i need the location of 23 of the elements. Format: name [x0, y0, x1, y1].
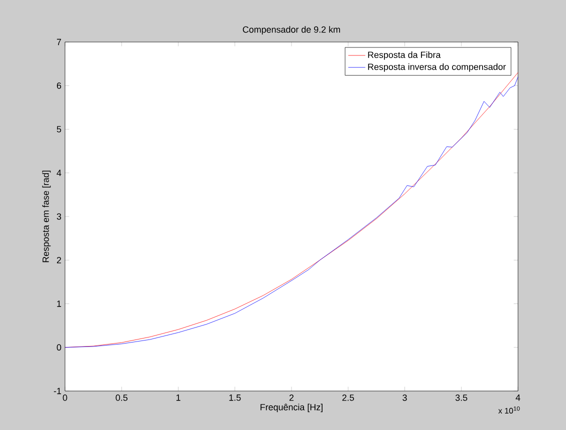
x-tick-label: 0 [62, 394, 68, 401]
y-tick-label: 3 [56, 213, 62, 220]
x-tick-label: 1.5 [229, 394, 241, 401]
legend-label: Resposta inversa do compensador [368, 63, 506, 72]
x-tick-label: 4 [516, 394, 520, 401]
x-tick-label: 2 [289, 394, 294, 401]
x-tick-label: 3 [402, 394, 407, 401]
x-tick-label: 2.5 [342, 394, 354, 401]
y-tick-label: 4 [56, 170, 62, 176]
legend-label: Resposta da Fibra [368, 51, 441, 60]
y-tick-label: 0 [56, 344, 62, 351]
x-tick-label: 1 [176, 394, 180, 401]
y-tick-label: 5 [56, 126, 62, 132]
y-tick-label: 1 [57, 300, 62, 307]
chart-title: Compensador de 9.2 km [242, 26, 340, 34]
y-tick-label: 6 [56, 82, 62, 89]
y-tick-label: 7 [56, 38, 62, 46]
x-tick-label: 3.5 [455, 394, 468, 401]
x-axis-title: Frequência [Hz] [260, 404, 322, 412]
y-axis-title: Resposta em fase [rad] [42, 170, 51, 262]
y-tick-label: 2 [56, 256, 62, 264]
y-tick-label: -1 [54, 388, 62, 394]
x-tick-label: 0.5 [116, 394, 128, 401]
